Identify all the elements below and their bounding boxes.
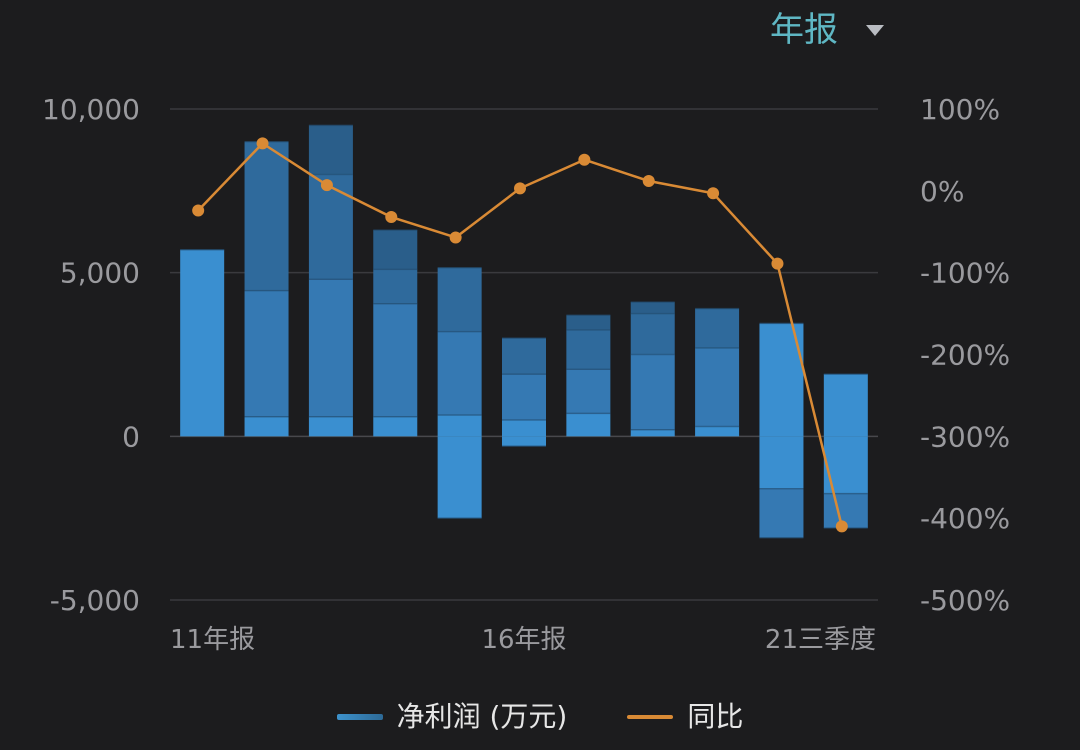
bar-segment <box>437 436 482 519</box>
bar-segment <box>759 488 804 538</box>
bar-segment <box>695 308 740 348</box>
bar-segment <box>566 369 611 414</box>
legend-swatch-bar <box>336 714 383 720</box>
bar-segment <box>373 269 418 304</box>
y-right-tick-label: -400% <box>920 502 1010 535</box>
bar-segment <box>308 416 353 437</box>
bar-segment <box>823 374 868 437</box>
bar-segment <box>373 230 418 270</box>
yoy-point <box>256 137 269 150</box>
bar-segment <box>759 436 804 489</box>
yoy-point <box>707 187 720 200</box>
y-right-tick-label: 0% <box>920 175 964 208</box>
bar-segment <box>437 331 482 416</box>
yoy-point <box>642 175 655 188</box>
y-left-tick-label: 10,000 <box>42 93 140 126</box>
bar-segment <box>630 313 675 355</box>
bar-segment <box>566 315 611 330</box>
bar-segment <box>244 141 289 291</box>
x-tick-label: 16年报 <box>481 625 566 655</box>
yoy-point <box>835 520 848 533</box>
bar-segment <box>244 290 289 417</box>
bar-segment <box>566 329 611 370</box>
y-right-tick-label: -200% <box>920 339 1010 372</box>
bar-segment <box>373 416 418 437</box>
y-left-tick-label: -5,000 <box>50 584 140 617</box>
bar-segment <box>695 426 740 437</box>
caret-down-icon[interactable] <box>866 24 884 36</box>
yoy-point <box>385 211 398 224</box>
x-tick-label: 11年报 <box>170 625 255 655</box>
yoy-line <box>197 142 844 527</box>
yoy-point <box>192 204 205 217</box>
yoy-point <box>514 182 526 195</box>
legend-item-yoy[interactable]: 同比 <box>627 697 743 737</box>
bar-segment <box>244 416 289 437</box>
y-right-tick-label: -300% <box>920 420 1010 453</box>
yoy-point <box>320 179 333 192</box>
bar-segment <box>373 303 418 417</box>
bar-segment <box>695 347 740 427</box>
yoy-point <box>578 153 591 166</box>
legend-swatch-line <box>627 715 674 719</box>
bar-segment <box>630 302 675 314</box>
bar-segment <box>308 125 353 175</box>
bar-segment <box>630 354 675 430</box>
bar-segment <box>502 436 546 447</box>
bar-segment <box>308 279 353 417</box>
bar-segment <box>502 374 546 420</box>
bar-segment <box>630 429 675 437</box>
bar-segment <box>502 419 546 437</box>
period-label[interactable]: 年报 <box>770 10 838 50</box>
legend-label-net-profit: 净利润 (万元) <box>396 700 568 733</box>
y-right-tick-label: 100% <box>920 93 1000 126</box>
bar-segment <box>180 249 225 437</box>
y-left-tick-label: 5,000 <box>60 257 140 290</box>
period-selector[interactable]: 年报 <box>770 8 884 52</box>
yoy-point <box>771 257 784 270</box>
legend-item-net-profit[interactable]: 净利润 (万元) <box>336 697 568 737</box>
bar-segment <box>308 174 353 280</box>
chart-area: 10,000 5,000 0 -5,000 100% 0% -100% -200% -300% -… <box>42 93 1010 655</box>
bar-segment <box>566 413 611 437</box>
bar-segment <box>502 338 546 375</box>
yoy-point <box>449 231 462 244</box>
y-right-tick-label: -100% <box>920 257 1010 290</box>
legend-label-yoy: 同比 <box>687 700 744 733</box>
y-left-tick-label: 0 <box>122 420 140 453</box>
chart-legend: 净利润 (万元) 同比 <box>0 697 1080 737</box>
bar-segment <box>437 415 482 437</box>
y-right-tick-label: -500% <box>920 584 1010 617</box>
bar-segment <box>437 267 482 332</box>
x-tick-label: 21三季度 <box>765 625 876 655</box>
